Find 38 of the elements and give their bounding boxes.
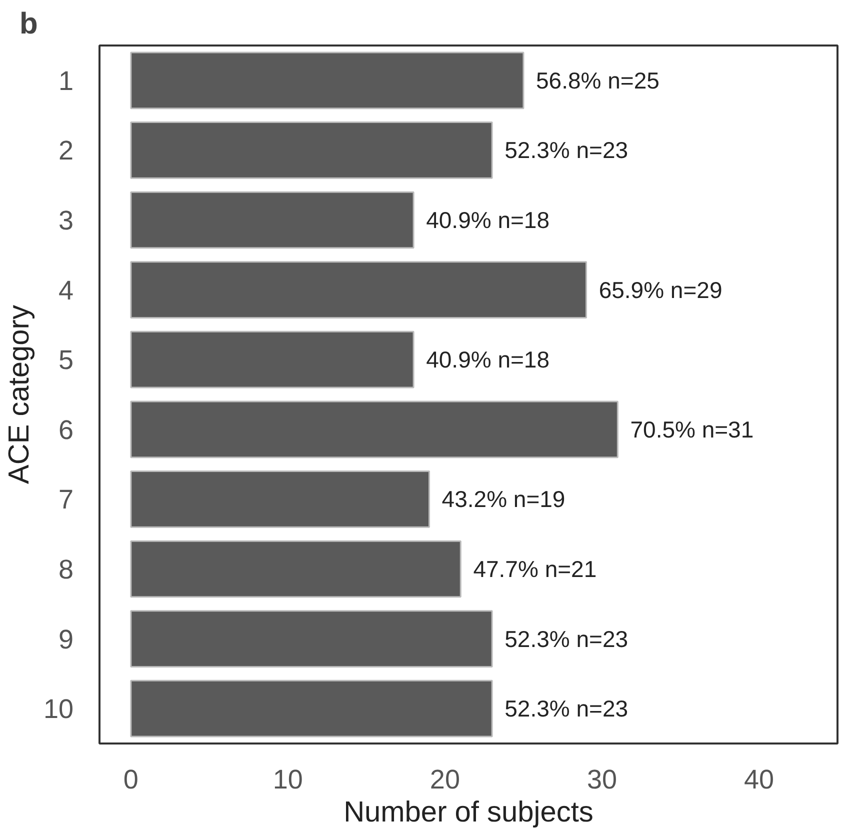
y-tick-label: 6: [58, 414, 74, 445]
bar: [130, 470, 430, 528]
y-axis-title: ACE category: [3, 304, 36, 484]
y-tick-label: 1: [58, 66, 74, 96]
bar: [130, 680, 493, 738]
bar: [130, 610, 493, 668]
data-label: 40.9% n=18: [426, 346, 550, 373]
x-tick-label: 0: [123, 764, 138, 794]
data-label: 43.2% n=19: [442, 486, 566, 512]
bar: [130, 191, 414, 249]
data-label: 65.9% n=29: [598, 276, 722, 303]
data-label: 40.9% n=18: [426, 207, 550, 233]
data-label: 47.7% n=21: [473, 556, 597, 582]
bar: [130, 330, 414, 388]
y-tick-label: 5: [58, 345, 74, 376]
y-tick-label: 9: [58, 624, 74, 654]
bar: [130, 400, 618, 458]
bar: [130, 540, 462, 598]
chart-title: b: [20, 8, 38, 40]
y-tick-label: 8: [58, 554, 74, 584]
bar: [130, 261, 588, 318]
x-axis-title: Number of subjects: [344, 796, 594, 828]
data-label: 52.3% n=23: [504, 696, 628, 722]
y-tick-label: 4: [58, 275, 74, 306]
bar: [130, 122, 493, 179]
y-tick-label: 2: [58, 136, 74, 166]
x-tick-label: 30: [586, 764, 617, 794]
y-tick-label: 3: [58, 206, 74, 236]
x-tick-label: 40: [744, 764, 774, 794]
data-label: 56.8% n=25: [536, 67, 660, 94]
y-tick-label: 7: [58, 484, 74, 515]
bar: [130, 52, 524, 110]
data-label: 52.3% n=23: [504, 626, 628, 652]
data-label: 52.3% n=23: [504, 137, 628, 164]
x-tick-label: 20: [430, 764, 460, 794]
x-tick-label: 10: [272, 764, 303, 794]
y-tick-label: 10: [43, 694, 74, 724]
data-label: 70.5% n=31: [630, 416, 754, 442]
